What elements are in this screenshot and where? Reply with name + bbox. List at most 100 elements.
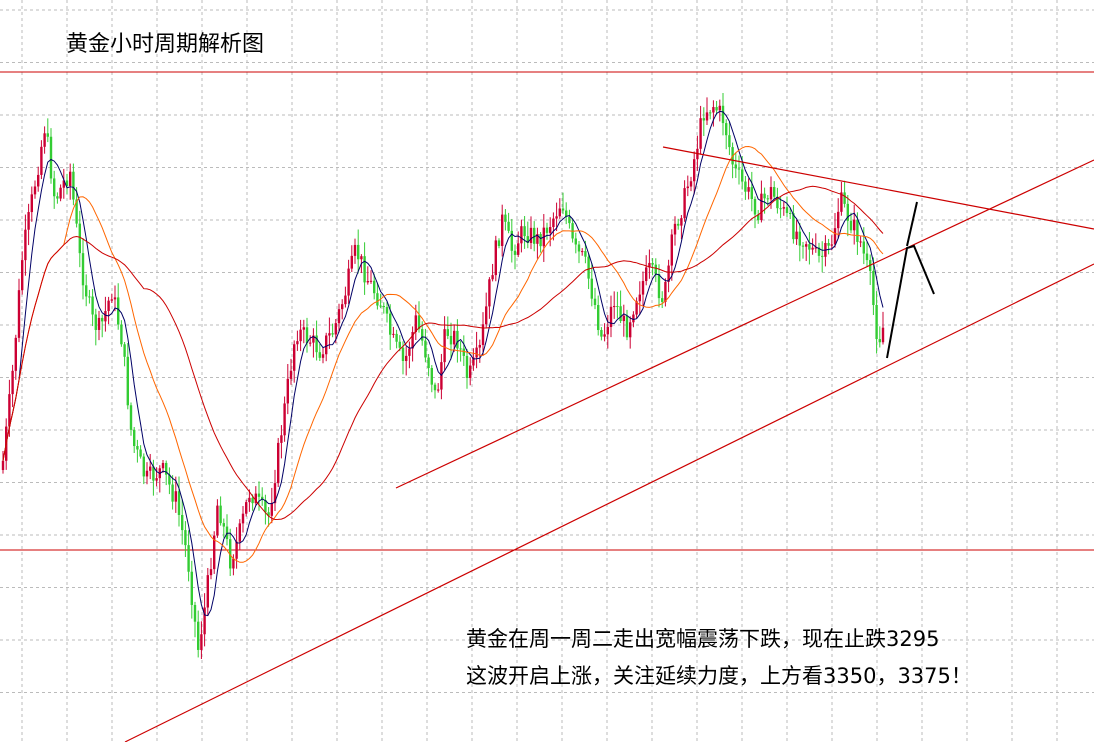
candle-body: [766, 198, 769, 200]
candle-body: [75, 199, 78, 224]
candle-body: [510, 230, 513, 251]
candle-body: [331, 333, 334, 335]
candle-body: [712, 107, 715, 113]
candle-body: [507, 221, 510, 231]
candle-body: [753, 199, 757, 215]
candle-body: [235, 541, 238, 559]
candle-body: [715, 107, 718, 111]
candle-body: [241, 513, 245, 524]
candle-body: [747, 187, 750, 192]
candle-body: [757, 214, 760, 221]
candle-body: [661, 298, 664, 302]
candle-body: [366, 281, 369, 283]
candle-body: [821, 255, 824, 257]
candle-body: [417, 315, 421, 330]
candle-body: [408, 348, 411, 356]
candle-body: [56, 196, 59, 199]
candle-body: [302, 327, 305, 330]
candle-body: [139, 449, 142, 457]
candle-body: [686, 186, 689, 189]
candle-body: [270, 503, 273, 516]
candle-body: [817, 247, 821, 256]
candle-body: [341, 304, 344, 310]
candle-body: [257, 493, 261, 497]
candle-body: [136, 446, 139, 450]
candle-body: [171, 484, 174, 502]
candle-body: [744, 181, 747, 192]
candle-body: [389, 313, 392, 335]
candle-body: [654, 264, 657, 275]
candle-body: [104, 311, 107, 322]
candle-body: [238, 523, 241, 542]
candle-body: [203, 607, 206, 635]
candle-body: [504, 214, 507, 222]
candle-body: [37, 174, 40, 187]
candle-body: [616, 306, 619, 308]
candle-body: [750, 187, 753, 200]
candle-body: [622, 315, 625, 322]
candle-body: [651, 262, 654, 265]
candle-body: [392, 333, 395, 335]
candle-body: [792, 213, 795, 240]
candle-body: [613, 306, 616, 308]
candle-body: [97, 317, 101, 330]
candle-body: [785, 207, 789, 213]
candle-body: [683, 188, 686, 219]
candle-body: [149, 466, 152, 471]
candle-body: [200, 634, 203, 650]
candle-body: [427, 357, 430, 369]
candle-body: [843, 192, 846, 204]
candle-body: [702, 118, 705, 121]
candle-body: [85, 285, 88, 297]
candle-body: [555, 216, 558, 219]
candle-body: [197, 621, 200, 650]
candle-body: [267, 512, 270, 516]
candle-body: [65, 180, 69, 187]
candle-body: [437, 389, 440, 391]
candle-body: [728, 135, 731, 148]
candle-body: [481, 324, 485, 345]
candle-body: [497, 240, 501, 246]
candle-body: [145, 470, 149, 477]
candle-body: [360, 256, 363, 260]
candle-body: [382, 305, 385, 308]
candle-body: [606, 327, 609, 335]
candle-body: [581, 251, 584, 253]
candle-body: [456, 330, 459, 349]
upper-channel-line: [395, 159, 1094, 489]
candle-body: [459, 348, 462, 350]
candle-body: [449, 335, 453, 345]
candle-body: [88, 296, 91, 298]
candle-body: [1, 460, 5, 470]
candle-body: [113, 297, 117, 300]
candle-body: [193, 604, 197, 622]
candle-body: [152, 466, 155, 481]
candle-body: [248, 497, 251, 503]
candle-body: [469, 365, 472, 378]
candle-body: [849, 220, 853, 231]
candle-body: [632, 314, 635, 323]
candle-body: [325, 335, 328, 355]
candle-body: [296, 341, 299, 345]
candle-body: [501, 214, 504, 246]
candle-body: [373, 280, 376, 294]
candle-body: [773, 187, 776, 197]
candle-body: [222, 523, 225, 527]
candle-body: [705, 112, 709, 121]
candle-body: [833, 228, 837, 245]
candle-body: [709, 112, 712, 114]
candle-body: [840, 192, 843, 212]
horizontal-levels: [0, 71, 1094, 551]
candle-body: [168, 474, 171, 485]
candle-body: [155, 478, 158, 481]
candle-body: [657, 274, 661, 299]
candle-body: [232, 558, 235, 569]
candle-body: [523, 226, 526, 237]
candle-body: [405, 355, 408, 361]
candle-body: [798, 231, 801, 246]
candle-body: [40, 146, 43, 175]
candle-body: [677, 223, 680, 226]
candle-body: [21, 260, 24, 291]
candle-body: [433, 384, 437, 391]
